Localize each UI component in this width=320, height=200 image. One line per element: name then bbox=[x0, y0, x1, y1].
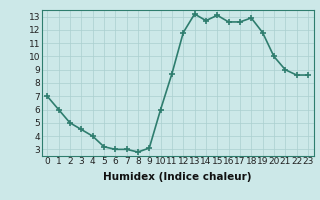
X-axis label: Humidex (Indice chaleur): Humidex (Indice chaleur) bbox=[103, 172, 252, 182]
